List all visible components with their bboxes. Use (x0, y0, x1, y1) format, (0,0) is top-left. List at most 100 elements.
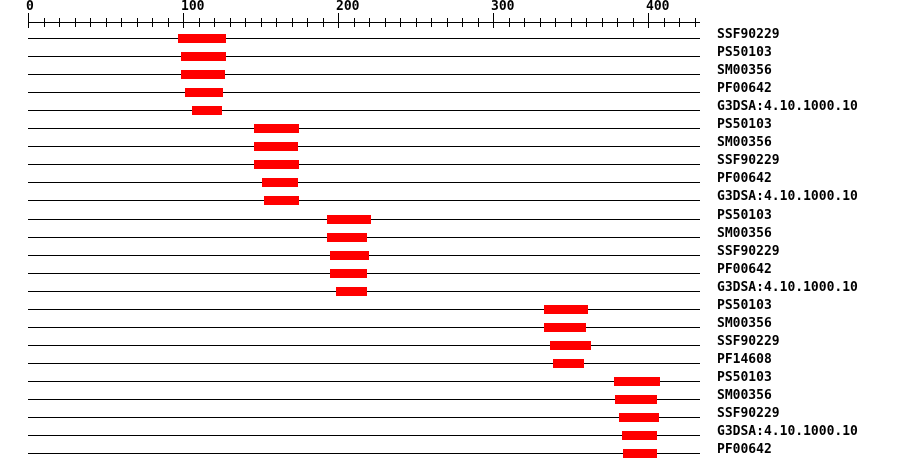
ruler-tick-label: 0 (26, 0, 34, 14)
track-backbone-line (28, 128, 700, 129)
signature-accession-label: PF00642 (717, 81, 772, 96)
ruler-minor-tick (292, 18, 293, 27)
ruler-major-tick (183, 13, 184, 28)
signature-accession-label: SM00356 (717, 316, 772, 331)
ruler-minor-tick (586, 18, 587, 27)
signature-accession-label: PF00642 (717, 442, 772, 457)
signature-accession-label: G3DSA:4.10.1000.10 (717, 189, 858, 204)
sequence-ruler: 0 100 200 300 400 (0, 0, 900, 30)
ruler-minor-tick (261, 18, 262, 27)
domain-match-bar (336, 287, 367, 296)
ruler-minor-tick (152, 18, 153, 27)
ruler-minor-tick (354, 18, 355, 27)
ruler-minor-tick (121, 18, 122, 27)
domain-match-bar (544, 323, 586, 332)
signature-accession-label: PS50103 (717, 45, 772, 60)
signature-accession-label: PS50103 (717, 370, 772, 385)
domain-match-bar (254, 160, 299, 169)
ruler-minor-tick (478, 18, 479, 27)
ruler-major-tick (28, 13, 29, 28)
ruler-minor-tick (245, 18, 246, 27)
signature-accession-label: SM00356 (717, 388, 772, 403)
ruler-major-tick (493, 13, 494, 28)
track-backbone-line (28, 164, 700, 165)
signature-accession-label: G3DSA:4.10.1000.10 (717, 424, 858, 439)
ruler-minor-tick (540, 18, 541, 27)
domain-match-bar (623, 449, 657, 458)
signature-accession-label: SSF90229 (717, 244, 780, 259)
domain-match-bar (262, 178, 298, 187)
signature-accession-label: PF00642 (717, 262, 772, 277)
ruler-axis-line (28, 22, 700, 23)
ruler-major-tick (338, 13, 339, 28)
track-backbone-line (28, 182, 700, 183)
ruler-minor-tick (602, 18, 603, 27)
domain-match-bar (192, 106, 222, 115)
ruler-minor-tick (276, 18, 277, 27)
ruler-minor-tick (199, 18, 200, 27)
signature-accession-label: SSF90229 (717, 153, 780, 168)
ruler-minor-tick (385, 18, 386, 27)
ruler-minor-tick (59, 18, 60, 27)
domain-match-bar (614, 377, 660, 386)
ruler-minor-tick (447, 18, 448, 27)
signature-accession-label: SSF90229 (717, 406, 780, 421)
track-backbone-line (28, 309, 700, 310)
track-backbone-line (28, 110, 700, 111)
track-backbone-line (28, 327, 700, 328)
ruler-minor-tick (369, 18, 370, 27)
ruler-minor-tick (168, 18, 169, 27)
ruler-minor-tick (90, 18, 91, 27)
domain-match-bar (553, 359, 584, 368)
track-backbone-line (28, 417, 700, 418)
track-backbone-line (28, 345, 700, 346)
signature-accession-label: PS50103 (717, 208, 772, 223)
signature-accession-label: PS50103 (717, 117, 772, 132)
ruler-minor-tick (555, 18, 556, 27)
domain-match-bar (622, 431, 657, 440)
track-backbone-line (28, 74, 700, 75)
signature-accession-label: SM00356 (717, 226, 772, 241)
domain-match-bar (327, 233, 367, 242)
ruler-minor-tick (323, 18, 324, 27)
signature-accession-label: G3DSA:4.10.1000.10 (717, 99, 858, 114)
ruler-minor-tick (44, 18, 45, 27)
ruler-minor-tick (307, 18, 308, 27)
domain-match-bar (544, 305, 588, 314)
signature-accession-label: PS50103 (717, 298, 772, 313)
signature-accession-label: PF14608 (717, 352, 772, 367)
domain-match-bar (181, 70, 225, 79)
domain-match-bar (254, 124, 299, 133)
ruler-tick-label: 200 (336, 0, 360, 14)
ruler-minor-tick (509, 18, 510, 27)
ruler-major-tick (648, 13, 649, 28)
domain-match-bar (264, 196, 299, 205)
ruler-tick-label: 100 (181, 0, 205, 14)
domain-match-bar (185, 88, 223, 97)
ruler-minor-tick (75, 18, 76, 27)
domain-match-bar (330, 269, 367, 278)
domain-match-bar (181, 52, 226, 61)
ruler-minor-tick (695, 18, 696, 27)
domain-match-bar (619, 413, 659, 422)
